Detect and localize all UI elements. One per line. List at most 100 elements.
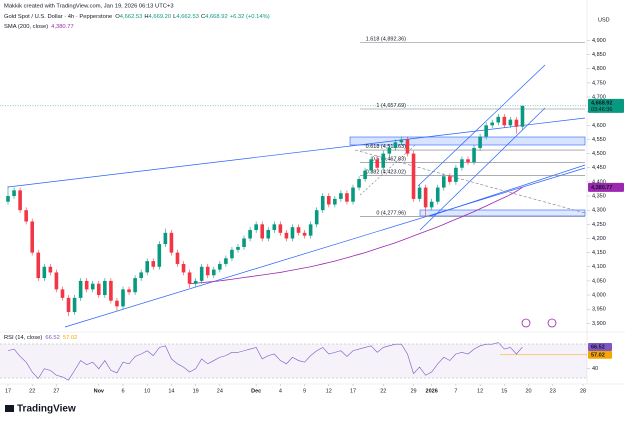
candle-body: [508, 119, 513, 126]
y-tick-label: 4,450: [592, 165, 606, 171]
price-badge: [588, 98, 624, 113]
x-tick-label: Dec: [251, 388, 261, 394]
x-tick-label: 28: [580, 388, 586, 394]
candle-body: [393, 142, 398, 148]
candle-body: [484, 125, 488, 137]
rsi-ma-value: 57.02: [63, 335, 78, 341]
candle-body: [466, 159, 470, 163]
y-tick-label: 4,200: [592, 236, 606, 242]
candle-body: [30, 221, 35, 253]
x-tick-label: 29: [410, 388, 416, 394]
candle-body: [448, 176, 452, 182]
candle-body: [199, 266, 204, 281]
candle-body: [211, 269, 216, 276]
ohlc-key: O: [115, 14, 120, 20]
candle-body: [84, 280, 89, 290]
ohlc-key: H: [144, 14, 148, 20]
candle-body: [12, 190, 16, 197]
candle-body: [339, 193, 343, 199]
y-tick-label: 4,350: [592, 193, 606, 199]
candle-body: [187, 272, 192, 284]
candle-body: [163, 232, 168, 245]
x-tick-label: 2026: [426, 388, 438, 394]
fib-label: 0 (4,277.96): [376, 210, 406, 216]
rsi-badge: [588, 343, 612, 352]
y-tick-label: 4,850: [592, 52, 606, 58]
candle-body: [423, 187, 428, 208]
currency: USD: [598, 17, 610, 23]
x-tick-label: 9: [303, 388, 306, 394]
candle-body: [242, 238, 246, 247]
candle-body: [103, 280, 107, 296]
candle-body: [145, 261, 150, 273]
candle-body: [460, 159, 464, 168]
candle-body: [478, 136, 482, 148]
x-tick-label: 12: [477, 388, 483, 394]
fib-label: 1 (4,657.69): [376, 103, 406, 109]
symbol: Gold Spot / U.S. Dollar · 4h · Peppersto…: [4, 14, 112, 20]
candle-body: [345, 193, 349, 202]
rsi-band: [0, 344, 587, 378]
x-tick-label: 23: [550, 388, 556, 394]
candle-body: [472, 147, 476, 163]
rsi-tick-label: 40: [592, 366, 598, 372]
candle-body: [193, 280, 198, 284]
event-icon[interactable]: [521, 318, 531, 328]
candle-body: [6, 196, 10, 202]
sma-badge: [588, 182, 624, 192]
candle-body: [326, 196, 331, 205]
trendline: [7, 117, 586, 188]
x-tick-label: Nov: [94, 388, 105, 394]
x-tick-label: 12: [326, 388, 332, 394]
candle-body: [496, 116, 501, 123]
indicator: SMA (200, close): [4, 24, 48, 30]
candle-body: [66, 297, 71, 313]
candle-body: [42, 266, 47, 279]
rsi-value: 66.52: [45, 335, 60, 341]
y-tick-label: 3,900: [592, 321, 606, 327]
rsi-title: RSI (14, close): [4, 335, 42, 341]
candle-body: [296, 227, 301, 233]
candle-body: [441, 176, 446, 188]
symbol-line: Gold Spot / U.S. Dollar · 4h · Peppersto…: [4, 14, 270, 20]
indicator-value: 4,380.77: [51, 24, 74, 30]
candle-body: [266, 229, 271, 239]
layout: [0, 0, 625, 412]
candle-body: [411, 153, 416, 199]
candle-body: [351, 187, 355, 202]
candle-body: [272, 224, 277, 230]
rsi-ma-badge-label: 57.02: [591, 352, 605, 358]
candle-body: [96, 283, 101, 296]
candle-body: [36, 252, 41, 279]
candle-body: [78, 280, 83, 298]
candle-body: [314, 210, 319, 225]
y-tick-label: 4,500: [592, 151, 606, 157]
ohlc-value: 4,662.53: [176, 14, 199, 20]
candle-body: [127, 289, 131, 293]
candle-body: [381, 153, 386, 168]
x-tick-label: 7: [454, 388, 457, 394]
candle-body: [121, 289, 125, 307]
rsi-badge-label: 66.52: [591, 344, 605, 350]
candle-body: [133, 278, 137, 293]
rsi-legend: RSI (14, close) 66.52 57.02: [4, 335, 77, 341]
sma-line: [189, 187, 523, 285]
rsi-line: [7, 342, 523, 381]
x-tick-label: 4: [279, 388, 282, 394]
event-icon[interactable]: [547, 318, 557, 328]
countdown: 03:46:36: [591, 107, 612, 113]
y-tick-label: 4,750: [592, 80, 606, 86]
price-badge-label: 4,668.92: [591, 100, 612, 106]
fib-label: 0.5 (4,467.83): [372, 157, 406, 163]
candle-body: [357, 179, 361, 188]
candle-body: [90, 283, 95, 290]
candle-body: [333, 198, 337, 205]
trendline: [64, 167, 586, 328]
ohlc-value: 4,662.53: [120, 14, 143, 20]
candle-body: [490, 122, 495, 126]
candle-body: [502, 116, 507, 126]
y-tick-label: 4,600: [592, 123, 606, 129]
candle-body: [369, 159, 373, 171]
